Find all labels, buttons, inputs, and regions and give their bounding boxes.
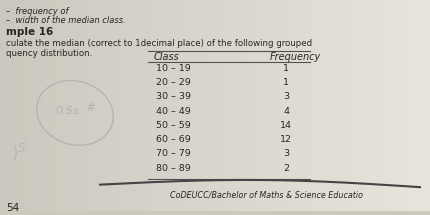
Bar	[315, 0, 322, 211]
Text: 40 – 49: 40 – 49	[156, 107, 191, 115]
Text: 14: 14	[280, 121, 292, 130]
Text: 2: 2	[283, 164, 289, 172]
Bar	[423, 0, 430, 211]
Text: 60 – 69: 60 – 69	[156, 135, 191, 144]
Text: Class: Class	[154, 52, 180, 62]
Bar	[301, 0, 308, 211]
Bar	[387, 0, 394, 211]
Bar	[22, 0, 29, 211]
Text: 50 – 59: 50 – 59	[156, 121, 191, 130]
Text: #: #	[85, 101, 95, 114]
Bar	[380, 0, 387, 211]
Bar	[337, 0, 344, 211]
Bar	[201, 0, 208, 211]
Bar	[408, 0, 416, 211]
Bar	[251, 0, 258, 211]
Bar	[287, 0, 294, 211]
Bar	[179, 0, 186, 211]
Text: 4: 4	[283, 107, 289, 115]
Text: –  frequency of: – frequency of	[6, 7, 68, 16]
Bar	[358, 0, 366, 211]
Text: 10 – 19: 10 – 19	[156, 64, 191, 73]
Text: CoDEUCC/Bachelor of Maths & Science Educatio: CoDEUCC/Bachelor of Maths & Science Educ…	[170, 190, 363, 200]
Text: 0.5s: 0.5s	[55, 106, 79, 116]
Text: 3: 3	[283, 92, 289, 101]
Bar	[50, 0, 57, 211]
Bar	[143, 0, 150, 211]
Text: –  width of the median class.: – width of the median class.	[6, 16, 126, 25]
Text: quency distribution.: quency distribution.	[6, 49, 92, 58]
Bar	[258, 0, 265, 211]
Bar	[115, 0, 122, 211]
Bar	[100, 0, 108, 211]
Text: 30 – 39: 30 – 39	[156, 92, 191, 101]
Bar	[165, 0, 172, 211]
Bar	[215, 0, 222, 211]
Bar	[366, 0, 373, 211]
Bar	[294, 0, 301, 211]
Text: 5: 5	[18, 142, 26, 155]
Bar	[373, 0, 380, 211]
Text: culate the median (correct to 1decimal place) of the following grouped: culate the median (correct to 1decimal p…	[6, 39, 312, 48]
Bar	[330, 0, 337, 211]
Bar	[401, 0, 408, 211]
Bar	[394, 0, 401, 211]
Bar	[186, 0, 194, 211]
Bar	[64, 0, 72, 211]
Bar	[14, 0, 22, 211]
Bar	[416, 0, 423, 211]
Bar	[43, 0, 50, 211]
Bar	[194, 0, 201, 211]
Bar	[272, 0, 280, 211]
Bar	[229, 0, 237, 211]
Text: ): )	[12, 145, 18, 163]
Bar	[108, 0, 115, 211]
Text: Frequency: Frequency	[270, 52, 321, 62]
Bar	[244, 0, 251, 211]
Bar	[136, 0, 143, 211]
Text: 1: 1	[283, 64, 289, 73]
Bar	[208, 0, 215, 211]
Bar	[93, 0, 100, 211]
Bar	[237, 0, 244, 211]
Bar	[280, 0, 287, 211]
Bar	[222, 0, 229, 211]
Bar	[344, 0, 351, 211]
Text: 70 – 79: 70 – 79	[156, 149, 191, 158]
Bar	[79, 0, 86, 211]
Bar	[158, 0, 165, 211]
Bar	[72, 0, 79, 211]
Bar	[86, 0, 93, 211]
Bar	[129, 0, 136, 211]
Bar	[122, 0, 129, 211]
Bar	[36, 0, 43, 211]
Bar	[308, 0, 315, 211]
Bar	[57, 0, 64, 211]
Text: 54: 54	[6, 203, 19, 213]
Text: 12: 12	[280, 135, 292, 144]
Text: 20 – 29: 20 – 29	[156, 78, 191, 87]
Bar	[150, 0, 158, 211]
Text: 80 – 89: 80 – 89	[156, 164, 191, 172]
Bar	[0, 0, 7, 211]
Text: mple 16: mple 16	[6, 28, 53, 37]
Text: 3: 3	[283, 149, 289, 158]
Bar	[7, 0, 14, 211]
Bar	[351, 0, 358, 211]
Text: 1: 1	[283, 78, 289, 87]
Bar	[29, 0, 36, 211]
Bar	[265, 0, 272, 211]
Bar	[172, 0, 179, 211]
Bar	[322, 0, 330, 211]
